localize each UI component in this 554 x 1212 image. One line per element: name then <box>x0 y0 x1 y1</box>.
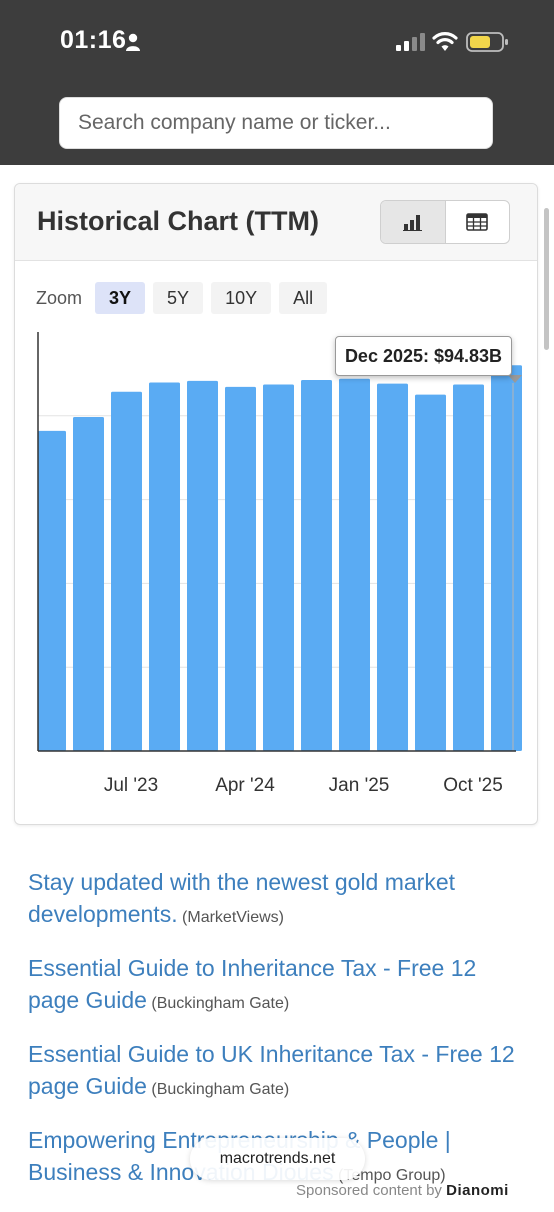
link-source: (MarketViews) <box>182 909 284 926</box>
sponsored-footer: Sponsored content by Dianomi <box>296 1182 509 1199</box>
chart-bar[interactable] <box>415 394 446 751</box>
chart-bar[interactable] <box>453 384 484 751</box>
status-time: 01:16 <box>60 26 127 54</box>
chart-bar[interactable] <box>111 391 142 751</box>
url-bar[interactable]: macrotrends.net <box>190 1138 365 1180</box>
sponsored-link[interactable]: Stay updated with the newest gold market… <box>28 868 528 932</box>
person-icon <box>126 33 140 51</box>
link-source: (Buckingham Gate) <box>151 1081 290 1098</box>
link-text[interactable]: Stay updated with the newest gold market… <box>28 869 456 927</box>
wifi-icon <box>432 32 458 51</box>
chart-bar[interactable] <box>301 380 332 751</box>
link-source: (Tempo Group) <box>338 1167 446 1184</box>
chart-view-button[interactable] <box>381 201 446 243</box>
search-box[interactable] <box>59 97 493 149</box>
chart-bar[interactable] <box>149 382 180 751</box>
bar-chart-icon <box>402 215 422 231</box>
chart-bar[interactable] <box>38 430 66 751</box>
chart-bar[interactable] <box>225 386 256 751</box>
card-header: Historical Chart (TTM) <box>15 184 537 261</box>
x-tick-label: Jul '23 <box>104 775 158 796</box>
tooltip-pointer <box>508 375 522 383</box>
chart-bar[interactable] <box>263 384 294 751</box>
chart-bar[interactable] <box>377 383 408 751</box>
table-icon <box>466 213 489 231</box>
top-bar: 01:16 <box>0 0 554 165</box>
battery-icon <box>466 32 508 52</box>
search-input[interactable] <box>60 98 492 148</box>
chart-bar[interactable] <box>339 378 370 751</box>
sponsored-link[interactable]: Essential Guide to Inheritance Tax - Fre… <box>28 954 528 1018</box>
zoom-3y-button[interactable]: 3Y <box>95 282 146 314</box>
chart-bar[interactable] <box>187 380 218 751</box>
zoom-row: Zoom 3Y 5Y 10Y All <box>36 282 335 314</box>
chart-card-title: Historical Chart (TTM) <box>37 206 320 236</box>
table-view-button[interactable] <box>446 201 510 243</box>
zoom-10y-button[interactable]: 10Y <box>211 282 272 314</box>
revenue-bar-chart[interactable]: Jul '23 Apr '24 Jan '25 Oct '25 <box>0 0 554 820</box>
dianomi-logo: Dianomi <box>446 1182 509 1199</box>
chart-bar[interactable] <box>73 417 104 751</box>
chart-tooltip: Dec 2025: $94.83B <box>335 336 512 376</box>
sponsored-link[interactable]: Essential Guide to UK Inheritance Tax - … <box>28 1040 528 1104</box>
link-source: (Buckingham Gate) <box>151 995 290 1012</box>
zoom-label: Zoom <box>36 287 83 308</box>
zoom-5y-button[interactable]: 5Y <box>153 282 204 314</box>
x-tick-label: Jan '25 <box>329 775 390 796</box>
zoom-all-button[interactable]: All <box>279 282 328 314</box>
scrollbar[interactable] <box>544 208 549 350</box>
x-tick-label: Apr '24 <box>215 775 275 796</box>
view-toggle <box>380 200 510 244</box>
signal-icon <box>396 33 425 51</box>
link-text[interactable]: Essential Guide to Inheritance Tax - Fre… <box>28 955 477 1013</box>
chart-bar[interactable] <box>491 365 522 751</box>
link-text[interactable]: Essential Guide to UK Inheritance Tax - … <box>28 1041 515 1099</box>
sponsored-label: Sponsored content by <box>296 1182 442 1199</box>
x-tick-label: Oct '25 <box>443 775 503 796</box>
